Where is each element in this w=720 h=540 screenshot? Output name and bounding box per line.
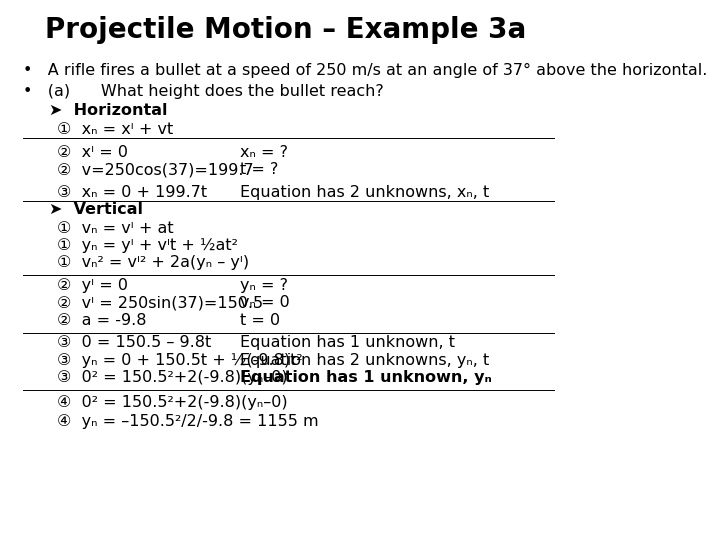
- Text: Equation has 2 unknowns, xₙ, t: Equation has 2 unknowns, xₙ, t: [240, 185, 489, 200]
- Text: vₙ = 0: vₙ = 0: [240, 295, 289, 310]
- Text: ①  yₙ = yᴵ + vᴵt + ½at²: ① yₙ = yᴵ + vᴵt + ½at²: [57, 238, 238, 253]
- Text: ②  xᴵ = 0: ② xᴵ = 0: [57, 145, 128, 160]
- Text: ④  yₙ = –150.5²/2/-9.8 = 1155 m: ④ yₙ = –150.5²/2/-9.8 = 1155 m: [57, 414, 319, 429]
- Text: yₙ = ?: yₙ = ?: [240, 278, 288, 293]
- Text: ①  xₙ = xᴵ + vt: ① xₙ = xᴵ + vt: [57, 122, 174, 137]
- Text: ①  vₙ = vᴵ + at: ① vₙ = vᴵ + at: [57, 221, 174, 236]
- Text: t = ?: t = ?: [240, 162, 279, 177]
- Text: Equation has 2 unknowns, yₙ, t: Equation has 2 unknowns, yₙ, t: [240, 353, 489, 368]
- Text: ③  0 = 150.5 – 9.8t: ③ 0 = 150.5 – 9.8t: [57, 335, 212, 350]
- Text: •   (a)      What height does the bullet reach?: • (a) What height does the bullet reach?: [23, 84, 384, 99]
- Text: Equation has 1 unknown, yₙ: Equation has 1 unknown, yₙ: [240, 370, 492, 385]
- Text: ②  yᴵ = 0: ② yᴵ = 0: [57, 278, 128, 293]
- Text: ③  xₙ = 0 + 199.7t: ③ xₙ = 0 + 199.7t: [57, 185, 207, 200]
- Text: ➤  Horizontal: ➤ Horizontal: [48, 103, 167, 118]
- Text: ③  0² = 150.5²+2(-9.8)(yₙ–0): ③ 0² = 150.5²+2(-9.8)(yₙ–0): [57, 370, 288, 385]
- Text: ②  a = -9.8: ② a = -9.8: [57, 313, 147, 328]
- Text: ①  vₙ² = vᴵ² + 2a(yₙ – yᴵ): ① vₙ² = vᴵ² + 2a(yₙ – yᴵ): [57, 255, 249, 271]
- Text: xₙ = ?: xₙ = ?: [240, 145, 288, 160]
- Text: ➤  Vertical: ➤ Vertical: [48, 202, 143, 217]
- Text: t = 0: t = 0: [240, 313, 280, 328]
- Text: ④  0² = 150.5²+2(-9.8)(yₙ–0): ④ 0² = 150.5²+2(-9.8)(yₙ–0): [57, 395, 288, 410]
- Text: Projectile Motion – Example 3a: Projectile Motion – Example 3a: [45, 16, 526, 44]
- Text: ②  vᴵ = 250sin(37)=150.5: ② vᴵ = 250sin(37)=150.5: [57, 295, 264, 310]
- Text: •   A rifle fires a bullet at a speed of 250 m/s at an angle of 37° above the ho: • A rifle fires a bullet at a speed of 2…: [23, 63, 707, 78]
- Text: ②  v=250cos(37)=199.7: ② v=250cos(37)=199.7: [57, 162, 253, 177]
- Text: ③  yₙ = 0 + 150.5t + ½(-9.8)t²: ③ yₙ = 0 + 150.5t + ½(-9.8)t²: [57, 353, 302, 368]
- Text: Equation has 1 unknown, t: Equation has 1 unknown, t: [240, 335, 455, 350]
